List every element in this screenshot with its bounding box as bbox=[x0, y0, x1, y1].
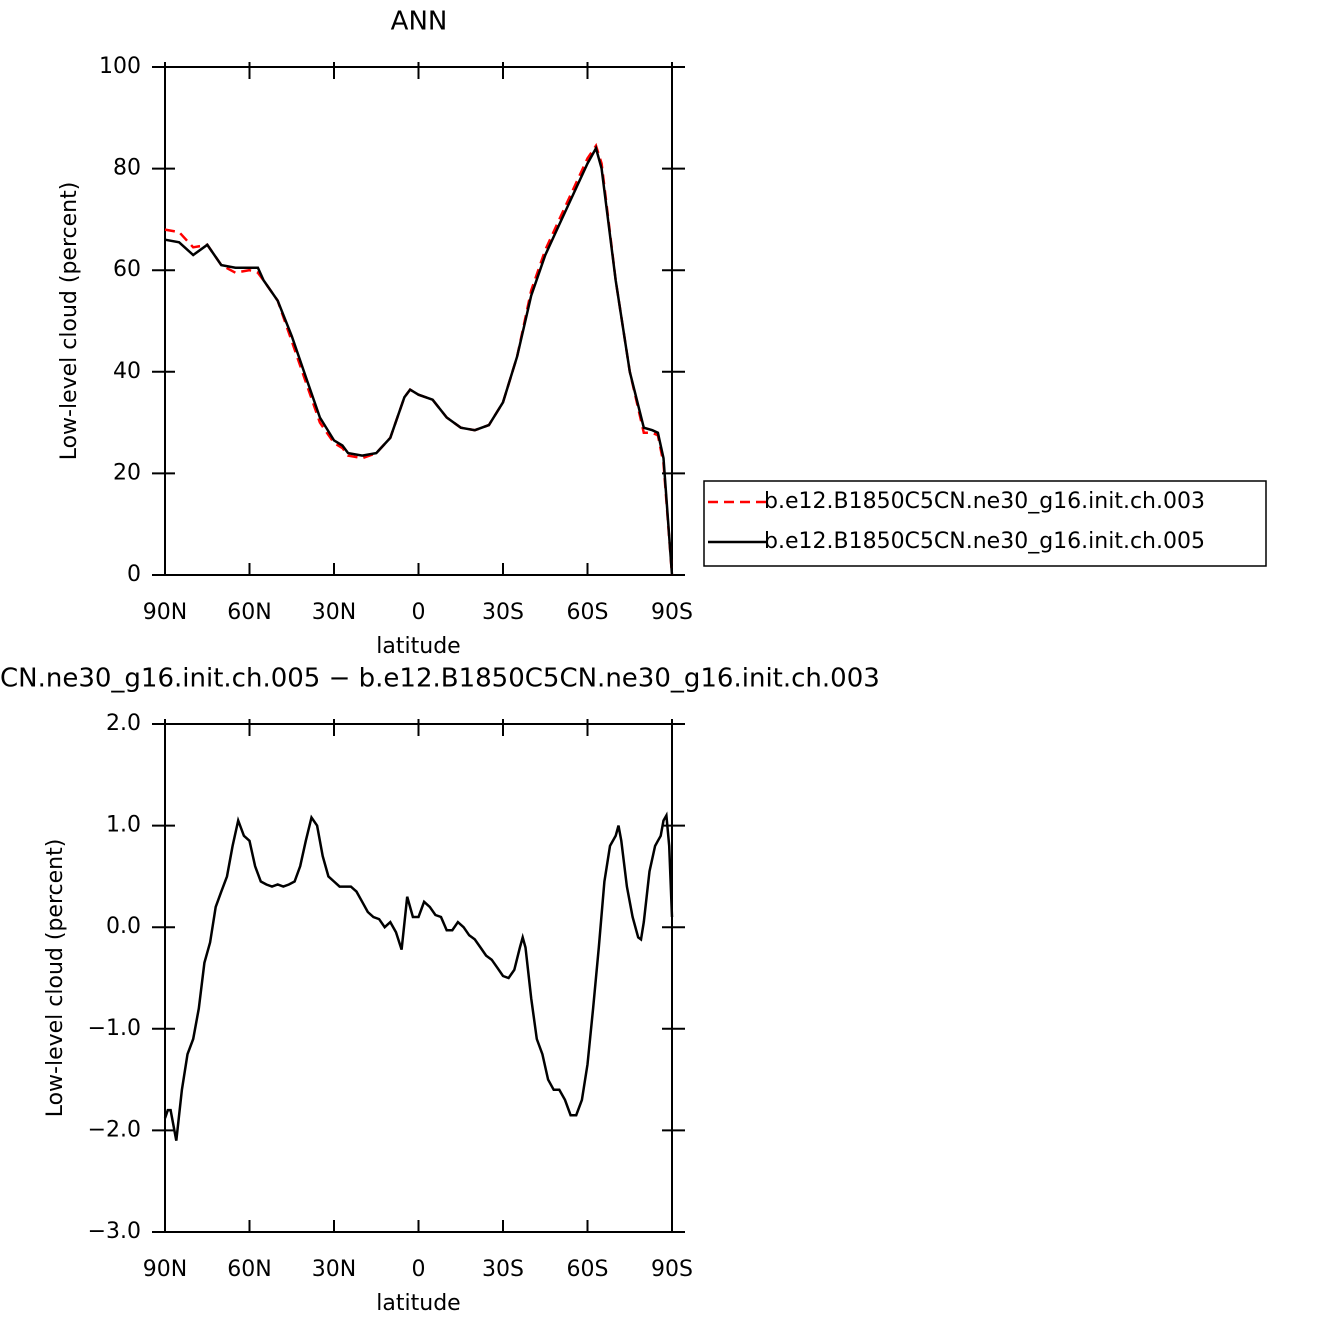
x-tick-label: 0 bbox=[412, 1257, 426, 1282]
x-tick-label: 60N bbox=[227, 1257, 271, 1282]
x-tick-label: 90N bbox=[143, 1257, 187, 1282]
plot-frame bbox=[164, 66, 673, 576]
x-tick-label: 30S bbox=[482, 600, 524, 625]
y-tick-label: 0 bbox=[127, 562, 141, 587]
y-tick-label: 0.0 bbox=[106, 914, 141, 939]
legend-label: b.e12.B1850C5CN.ne30_g16.init.ch.005 bbox=[764, 529, 1205, 554]
x-tick-label: 90N bbox=[143, 600, 187, 625]
y-tick-label: −3.0 bbox=[88, 1219, 141, 1244]
data-line bbox=[163, 811, 674, 1141]
y-tick-label: 2.0 bbox=[106, 711, 141, 736]
x-tick-label: 0 bbox=[412, 600, 426, 625]
x-tick-label: 60S bbox=[567, 600, 609, 625]
y-tick-label: 100 bbox=[99, 54, 141, 79]
data-line bbox=[164, 142, 674, 576]
y-tick-label: −2.0 bbox=[88, 1117, 141, 1142]
y-axis-label: Low-level cloud (percent) bbox=[57, 182, 82, 461]
x-tick-label: 30N bbox=[312, 600, 356, 625]
y-tick-label: 40 bbox=[113, 359, 141, 384]
x-axis-label: latitude bbox=[376, 1291, 460, 1316]
data-line bbox=[164, 145, 674, 576]
chart-title: ANN bbox=[391, 7, 448, 37]
x-tick-label: 60S bbox=[567, 1257, 609, 1282]
y-axis-label: Low-level cloud (percent) bbox=[43, 839, 68, 1118]
x-tick-label: 60N bbox=[227, 600, 271, 625]
legend-box bbox=[703, 480, 1267, 567]
y-tick-label: 80 bbox=[113, 156, 141, 181]
x-tick-label: 90S bbox=[651, 600, 693, 625]
x-axis-label: latitude bbox=[376, 634, 460, 659]
chart-title: CN.ne30_g16.init.ch.005 − b.e12.B1850C5C… bbox=[0, 664, 880, 694]
y-tick-label: 60 bbox=[113, 257, 141, 282]
x-tick-label: 30N bbox=[312, 1257, 356, 1282]
x-tick-label: 30S bbox=[482, 1257, 524, 1282]
y-tick-label: 1.0 bbox=[106, 813, 141, 838]
x-tick-label: 90S bbox=[651, 1257, 693, 1282]
y-tick-label: 20 bbox=[113, 460, 141, 485]
legend-label: b.e12.B1850C5CN.ne30_g16.init.ch.003 bbox=[764, 489, 1205, 514]
y-tick-label: −1.0 bbox=[88, 1016, 141, 1041]
